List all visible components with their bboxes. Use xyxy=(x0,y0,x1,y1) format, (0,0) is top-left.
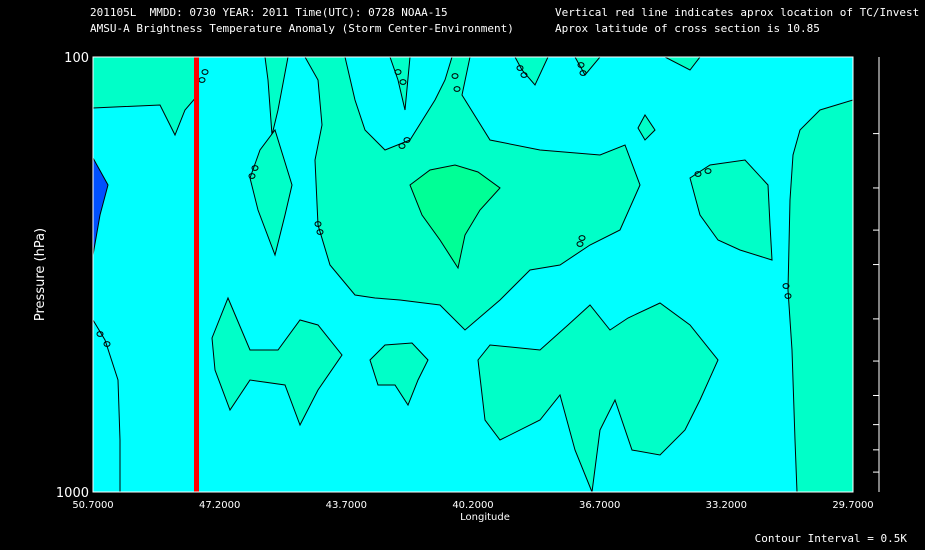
contour-region xyxy=(664,57,701,71)
x-axis-label: Longitude xyxy=(460,512,510,523)
contour-label-marker xyxy=(314,221,322,227)
contour-label-marker xyxy=(694,171,702,177)
tc-location-line xyxy=(194,57,199,492)
contour-label-marker xyxy=(398,143,406,149)
x-tick-label: 40.2000 xyxy=(452,500,493,511)
contour-label-marker xyxy=(248,173,256,179)
contour-label-marker xyxy=(251,165,259,171)
contour-label-marker xyxy=(453,86,461,92)
contour-region xyxy=(477,302,719,492)
contour-label-marker xyxy=(576,241,584,247)
contour-label-marker xyxy=(394,69,402,75)
contour-interval-label: Contour Interval = 0.5K xyxy=(754,532,907,545)
contour-label-marker xyxy=(516,65,524,71)
contour-fills xyxy=(93,57,853,492)
contour-label-marker xyxy=(201,69,209,75)
header-line-3: Vertical red line indicates aprox locati… xyxy=(555,6,920,19)
y-tick-label: 1000 xyxy=(56,486,89,501)
contour-label-marker xyxy=(784,293,792,299)
x-tick-label: 43.7000 xyxy=(326,500,367,511)
contour-region xyxy=(211,296,343,427)
contour-label-marker xyxy=(704,168,712,174)
contour-region xyxy=(93,156,109,256)
contour-region xyxy=(689,159,773,261)
contour-region xyxy=(787,57,853,492)
contour-label-marker xyxy=(399,79,407,85)
x-tick-label: 47.2000 xyxy=(199,500,240,511)
contour-region xyxy=(409,164,501,270)
header-line-4: Aprox latitude of cross section is 10.85 xyxy=(555,22,820,35)
plot-frame xyxy=(92,56,854,493)
header-line-1: 201105L MMDD: 0730 YEAR: 2011 Time(UTC):… xyxy=(90,6,448,19)
contour-label-marker xyxy=(96,331,104,337)
contour-region xyxy=(369,342,429,407)
x-tick-label: 29.7000 xyxy=(832,500,873,511)
contour-label-marker xyxy=(316,229,324,235)
contour-label-marker xyxy=(782,283,790,289)
contour-region xyxy=(574,57,601,76)
x-tick-label: 36.7000 xyxy=(579,500,620,511)
contour-line xyxy=(93,319,121,492)
contour-label-marker xyxy=(103,341,111,347)
contour-region xyxy=(249,128,293,257)
contour-region xyxy=(264,57,289,136)
contour-label-marker xyxy=(579,70,587,76)
contour-label-marker xyxy=(520,72,528,78)
contour-label-marker xyxy=(403,137,411,143)
y-tick-label: 100 xyxy=(64,51,89,66)
contour-label-marker xyxy=(578,235,586,241)
y-axis-label: Pressure (hPa) xyxy=(33,228,48,321)
header-line-2: AMSU-A Brightness Temperature Anomaly (S… xyxy=(90,22,514,35)
contour-region xyxy=(637,114,656,141)
contour-label-marker xyxy=(451,73,459,79)
x-tick-label: 33.2000 xyxy=(706,500,747,511)
x-tick-label: 50.7000 xyxy=(72,500,113,511)
contour-label-marker xyxy=(577,62,585,68)
